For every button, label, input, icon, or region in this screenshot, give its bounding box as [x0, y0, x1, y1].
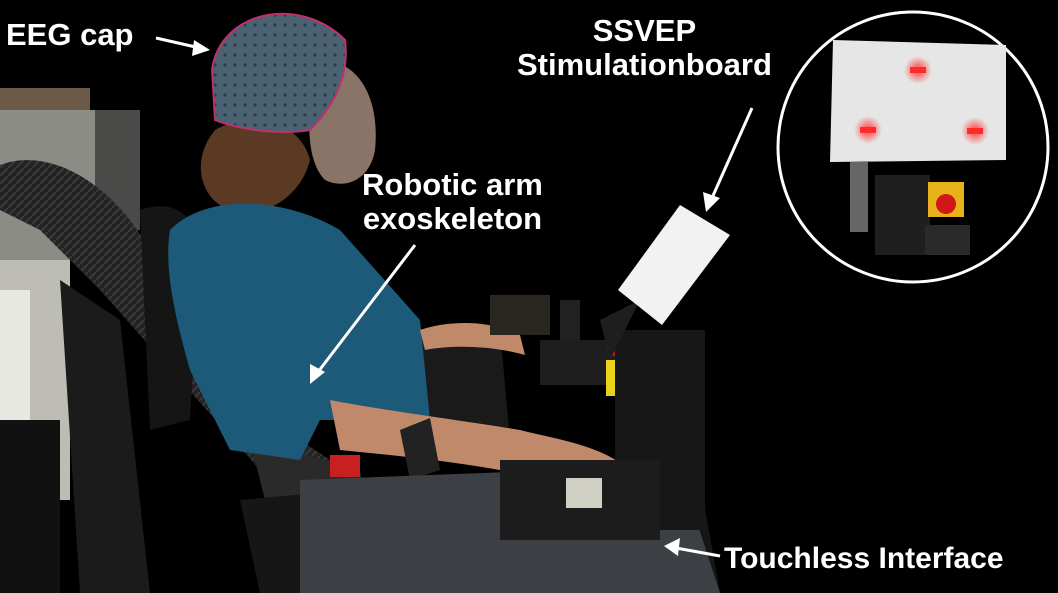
touchless-interface-label: Touchless Interface: [724, 542, 1004, 576]
robotic-arm-label: Robotic arm exoskeleton: [362, 168, 543, 236]
led-top: [904, 56, 932, 84]
robotic-arm-label-line1: Robotic arm: [362, 168, 543, 202]
led-left: [854, 116, 882, 144]
eeg-cap-label: EEG cap: [6, 18, 134, 52]
arrow-eeg: [156, 38, 210, 56]
ssvep-label-line2: Stimulationboard: [517, 48, 772, 82]
arrow-ssvep: [703, 108, 752, 212]
ssvep-label: SSVEP Stimulationboard: [517, 14, 772, 82]
inset-zoom: [778, 12, 1048, 282]
robotic-arm-label-line2: exoskeleton: [362, 202, 543, 236]
ssvep-label-line1: SSVEP: [517, 14, 772, 48]
led-right: [961, 117, 989, 145]
control-unit: [490, 295, 705, 540]
